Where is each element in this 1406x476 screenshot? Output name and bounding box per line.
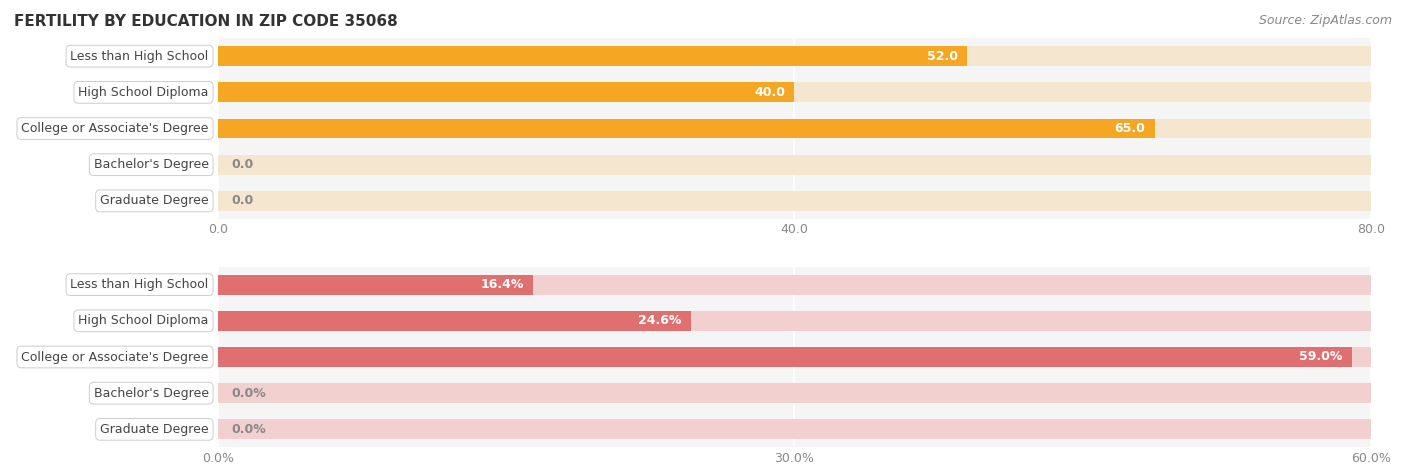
Text: Source: ZipAtlas.com: Source: ZipAtlas.com [1258,14,1392,27]
Bar [218,46,967,66]
Bar [218,347,1351,367]
Bar [218,119,1154,139]
Text: 40.0: 40.0 [754,86,785,99]
Bar [218,82,1371,102]
Text: 24.6%: 24.6% [638,314,682,327]
Text: High School Diploma: High School Diploma [79,86,208,99]
Bar [218,311,690,331]
Bar [218,275,1371,295]
Bar [218,191,1371,211]
Text: FERTILITY BY EDUCATION IN ZIP CODE 35068: FERTILITY BY EDUCATION IN ZIP CODE 35068 [14,14,398,30]
Text: Bachelor's Degree: Bachelor's Degree [94,387,208,400]
Bar [218,155,1371,175]
Bar [218,82,794,102]
Bar [218,275,533,295]
Bar [218,311,1371,331]
Bar [218,119,1371,139]
Text: 0.0: 0.0 [232,158,254,171]
Text: 16.4%: 16.4% [481,278,524,291]
Text: 65.0: 65.0 [1115,122,1146,135]
Text: Graduate Degree: Graduate Degree [100,194,208,208]
Bar [218,46,1371,66]
Bar [218,383,1371,403]
Bar [218,419,1371,439]
Text: High School Diploma: High School Diploma [79,314,208,327]
Text: Less than High School: Less than High School [70,278,208,291]
Text: Graduate Degree: Graduate Degree [100,423,208,436]
Text: 0.0%: 0.0% [232,423,267,436]
Text: 59.0%: 59.0% [1299,350,1343,364]
Text: College or Associate's Degree: College or Associate's Degree [21,122,208,135]
Bar [218,347,1371,367]
Text: College or Associate's Degree: College or Associate's Degree [21,350,208,364]
Text: 0.0: 0.0 [232,194,254,208]
Text: 52.0: 52.0 [927,50,957,63]
Text: Bachelor's Degree: Bachelor's Degree [94,158,208,171]
Text: 0.0%: 0.0% [232,387,267,400]
Text: Less than High School: Less than High School [70,50,208,63]
